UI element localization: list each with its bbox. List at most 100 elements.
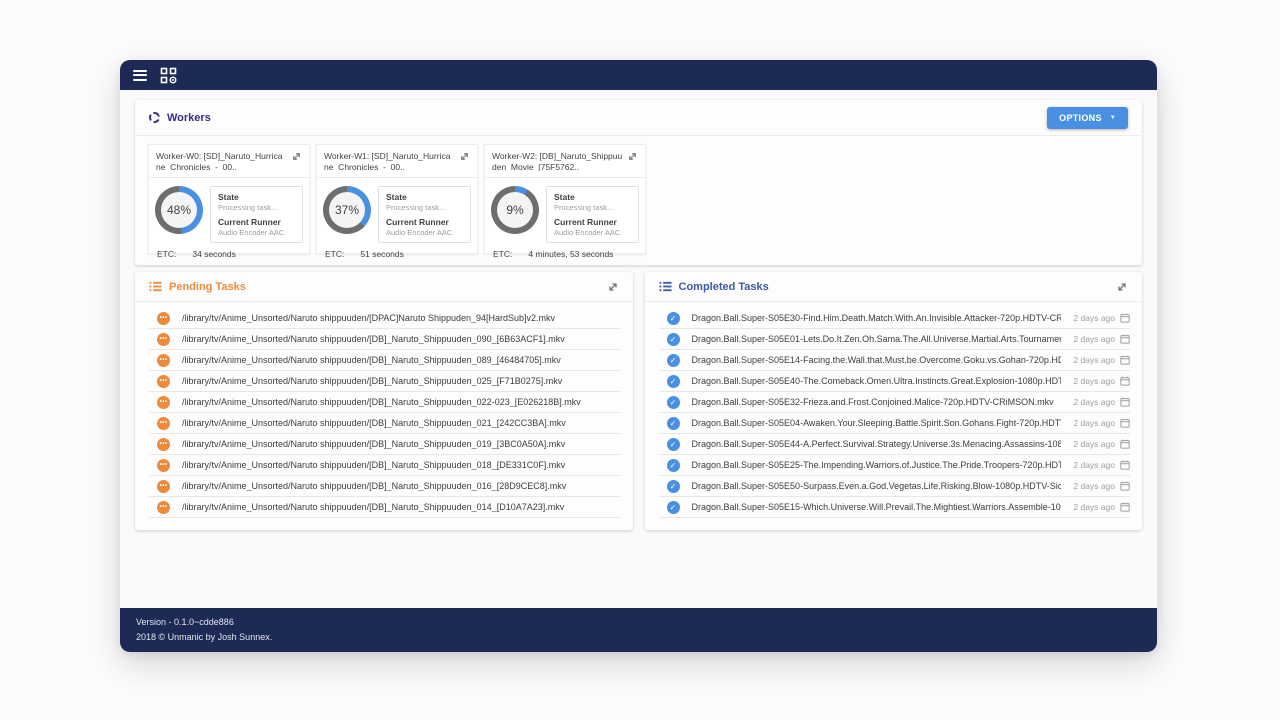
list-icon [149, 281, 162, 292]
hamburger-menu-icon[interactable] [133, 67, 147, 83]
worker-progress-percent: 48% [161, 192, 197, 228]
task-filename: Dragon.Ball.Super-S05E25-The.Impending.W… [691, 460, 1062, 470]
pending-task-row[interactable]: ••• /library/tv/Anime_Unsorted/Naruto sh… [149, 413, 621, 434]
options-button[interactable]: OPTIONS ▼ [1047, 106, 1128, 129]
calendar-icon [1120, 397, 1130, 407]
worker-state-box: State Processing task... Current Runner … [378, 186, 471, 243]
task-filename: Dragon.Ball.Super-S05E30-Find.Him.Death.… [691, 313, 1062, 323]
calendar-icon [1120, 502, 1130, 512]
completed-title: Completed Tasks [658, 280, 769, 293]
task-time: 2 days ago [1073, 376, 1115, 386]
task-filename: Dragon.Ball.Super-S05E50-Surpass.Even.a.… [691, 481, 1062, 491]
pending-status-icon: ••• [157, 479, 170, 493]
check-circle-icon: ✓ [666, 416, 680, 430]
task-filename: Dragon.Ball.Super-S05E01-Lets.Do.It.Zen.… [691, 334, 1062, 344]
worker-name: Worker-W0: [SD]_Naruto_Hurricane_Chronic… [156, 151, 283, 171]
runner-value: Audio Encoder AAC [218, 228, 285, 237]
pending-task-row[interactable]: ••• /library/tv/Anime_Unsorted/Naruto sh… [149, 329, 621, 350]
calendar-icon [1120, 418, 1130, 428]
worker-state-box: State Processing task... Current Runner … [210, 186, 303, 243]
pending-tasks-panel: Pending Tasks ••• [135, 272, 633, 530]
expand-icon[interactable] [459, 151, 470, 171]
task-path: /library/tv/Anime_Unsorted/Naruto shippu… [182, 439, 566, 449]
workers-panel-header: Workers OPTIONS ▼ [135, 100, 1142, 136]
pending-status-icon: ••• [157, 437, 170, 451]
check-circle-icon: ✓ [666, 479, 680, 493]
check-circle-icon: ✓ [666, 311, 680, 325]
calendar-icon [1120, 439, 1130, 449]
pending-task-row[interactable]: ••• /library/tv/Anime_Unsorted/Naruto sh… [149, 371, 621, 392]
workers-title-label: Workers [167, 111, 211, 124]
expand-icon[interactable] [1116, 281, 1128, 293]
state-value: Processing task... [218, 203, 278, 212]
calendar-icon [1120, 460, 1130, 470]
completed-task-row[interactable]: ✓ Dragon.Ball.Super-S05E01-Lets.Do.It.Ze… [658, 329, 1130, 350]
tasks-row: Pending Tasks ••• [135, 272, 1142, 530]
completed-task-row[interactable]: ✓ Dragon.Ball.Super-S05E15-Which.Univers… [658, 497, 1130, 518]
runner-label: Current Runner [554, 217, 617, 227]
pending-status-icon: ••• [157, 374, 170, 388]
runner-label: Current Runner [386, 217, 449, 227]
check-circle-icon: ✓ [666, 374, 680, 388]
pending-task-row[interactable]: ••• /library/tv/Anime_Unsorted/Naruto sh… [149, 476, 621, 497]
task-time: 2 days ago [1073, 460, 1115, 470]
pending-status-icon: ••• [157, 458, 170, 472]
completed-task-row[interactable]: ✓ Dragon.Ball.Super-S05E14-Facing.the.Wa… [658, 350, 1130, 371]
pending-task-list: ••• /library/tv/Anime_Unsorted/Naruto sh… [135, 302, 633, 518]
task-path: /library/tv/Anime_Unsorted/Naruto shippu… [182, 355, 561, 365]
task-filename: Dragon.Ball.Super-S05E40-The.Comeback.Om… [691, 376, 1062, 386]
completed-task-row[interactable]: ✓ Dragon.Ball.Super-S05E32-Frieza.and.Fr… [658, 392, 1130, 413]
pending-task-row[interactable]: ••• /library/tv/Anime_Unsorted/Naruto sh… [149, 350, 621, 371]
completed-task-row[interactable]: ✓ Dragon.Ball.Super-S05E44-A.Perfect.Sur… [658, 434, 1130, 455]
pending-task-row[interactable]: ••• /library/tv/Anime_Unsorted/Naruto sh… [149, 392, 621, 413]
calendar-icon [1120, 334, 1130, 344]
task-time: 2 days ago [1073, 481, 1115, 491]
completed-task-row[interactable]: ✓ Dragon.Ball.Super-S05E04-Awaken.Your.S… [658, 413, 1130, 434]
runner-value: Audio Encoder AAC [386, 228, 453, 237]
pending-title: Pending Tasks [149, 280, 246, 293]
etc-value: 34 seconds [192, 249, 236, 259]
list-icon [658, 281, 672, 292]
pending-task-row[interactable]: ••• /library/tv/Anime_Unsorted/Naruto sh… [149, 434, 621, 455]
task-path: /library/tv/Anime_Unsorted/Naruto shippu… [182, 502, 565, 512]
check-circle-icon: ✓ [666, 437, 680, 451]
task-time: 2 days ago [1073, 397, 1115, 407]
etc-value: 51 seconds [360, 249, 404, 259]
expand-icon[interactable] [607, 281, 619, 293]
pending-task-row[interactable]: ••• /library/tv/Anime_Unsorted/Naruto sh… [149, 455, 621, 476]
completed-task-row[interactable]: ✓ Dragon.Ball.Super-S05E50-Surpass.Even.… [658, 476, 1130, 497]
task-path: /library/tv/Anime_Unsorted/Naruto shippu… [182, 418, 566, 428]
pending-task-row[interactable]: ••• /library/tv/Anime_Unsorted/Naruto sh… [149, 497, 621, 518]
completed-title-label: Completed Tasks [678, 280, 769, 293]
completed-task-row[interactable]: ✓ Dragon.Ball.Super-S05E25-The.Impending… [658, 455, 1130, 476]
main-content: Workers OPTIONS ▼ Worker-W0: [SD]_Naruto… [120, 90, 1157, 608]
app-window: Workers OPTIONS ▼ Worker-W0: [SD]_Naruto… [120, 60, 1157, 652]
worker-state-box: State Processing task... Current Runner … [546, 186, 639, 243]
calendar-icon [1120, 355, 1130, 365]
check-circle-icon: ✓ [666, 395, 680, 409]
task-time: 2 days ago [1073, 313, 1115, 323]
completed-task-row[interactable]: ✓ Dragon.Ball.Super-S05E40-The.Comeback.… [658, 371, 1130, 392]
completed-task-row[interactable]: ✓ Dragon.Ball.Super-S05E30-Find.Him.Deat… [658, 308, 1130, 329]
options-button-label: OPTIONS [1059, 112, 1102, 123]
worker-progress-percent: 9% [497, 192, 533, 228]
task-path: /library/tv/Anime_Unsorted/Naruto shippu… [182, 460, 566, 470]
task-time: 2 days ago [1073, 334, 1115, 344]
state-label: State [554, 192, 575, 202]
navbar [120, 60, 1157, 90]
unmanic-logo-icon [160, 67, 177, 84]
pending-task-row[interactable]: ••• /library/tv/Anime_Unsorted/Naruto sh… [149, 308, 621, 329]
check-circle-icon: ✓ [666, 353, 680, 367]
expand-icon[interactable] [291, 151, 302, 171]
footer-version: Version - 0.1.0~cdde886 [136, 617, 234, 627]
expand-icon[interactable] [627, 151, 638, 171]
check-circle-icon: ✓ [666, 500, 680, 514]
footer-copyright: 2018 © Unmanic by Josh Sunnex. [136, 632, 273, 643]
worker-card: Worker-W0: [SD]_Naruto_Hurricane_Chronic… [148, 144, 310, 259]
pending-status-icon: ••• [157, 332, 170, 346]
calendar-icon [1120, 376, 1130, 386]
etc-value: 4 minutes, 53 seconds [528, 249, 614, 259]
worker-card: Worker-W1: [SD]_Naruto_Hurricane_Chronic… [316, 144, 478, 259]
task-path: /library/tv/Anime_Unsorted/Naruto shippu… [182, 376, 563, 386]
task-filename: Dragon.Ball.Super-S05E44-A.Perfect.Survi… [691, 439, 1062, 449]
